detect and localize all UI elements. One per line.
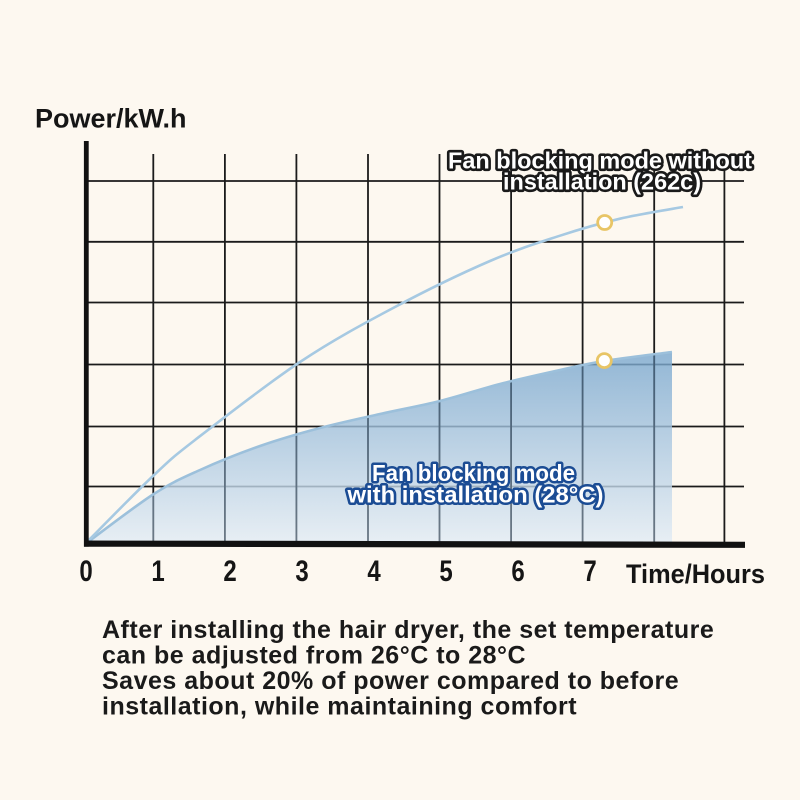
- svg-text:Fan blocking mode without: Fan blocking mode without: [448, 148, 752, 174]
- svg-text:6: 6: [511, 553, 524, 587]
- svg-text:can be adjusted from 26°C to 2: can be adjusted from 26°C to 28°C: [102, 642, 526, 670]
- svg-text:5: 5: [439, 553, 452, 587]
- svg-text:Power/kW.h: Power/kW.h: [35, 104, 187, 134]
- svg-text:Time/Hours: Time/Hours: [626, 559, 765, 589]
- svg-text:2: 2: [223, 553, 236, 587]
- svg-text:installation, while maintainin: installation, while maintaining comfort: [102, 693, 577, 721]
- svg-text:Fan blocking mode: Fan blocking mode: [372, 460, 575, 486]
- svg-text:1: 1: [151, 553, 164, 587]
- svg-text:4: 4: [367, 553, 380, 587]
- svg-text:with installation (28°C): with installation (28°C): [346, 482, 603, 508]
- svg-text:3: 3: [295, 553, 308, 587]
- svg-text:After installing the hair drye: After installing the hair dryer, the set…: [102, 616, 714, 644]
- svg-text:installation (262c): installation (262c): [503, 169, 701, 195]
- svg-text:0: 0: [79, 553, 92, 587]
- svg-text:Saves about 20% of power compa: Saves about 20% of power compared to bef…: [102, 667, 679, 695]
- svg-text:7: 7: [583, 553, 596, 587]
